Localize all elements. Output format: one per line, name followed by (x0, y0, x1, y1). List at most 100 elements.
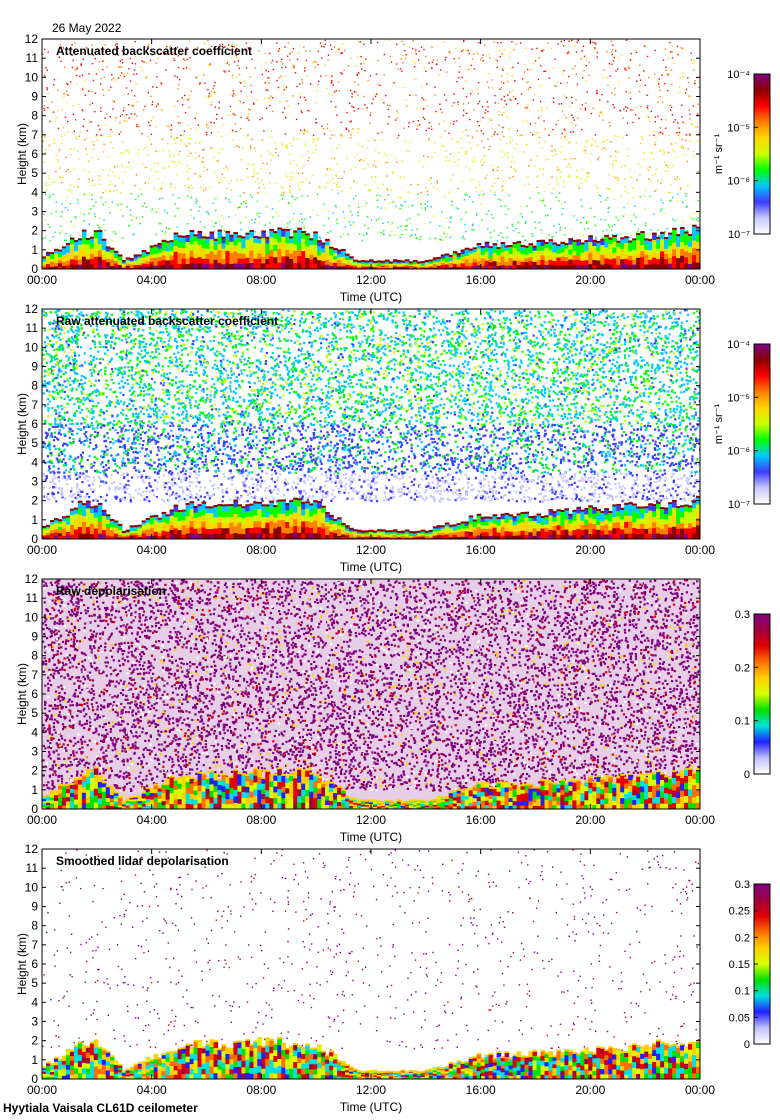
y-axis-label: Height (km) (15, 123, 29, 185)
y-tick-label: 5 (31, 706, 38, 720)
y-tick-label: 5 (31, 166, 38, 180)
x-tick-label: 04:00 (137, 543, 167, 557)
colorbar-tick-label: 10⁻⁵ (727, 392, 750, 404)
y-tick-label: 9 (31, 360, 38, 374)
panel-1: Attenuated backscatter coefficient012345… (15, 32, 771, 304)
y-axis-label: Height (km) (15, 663, 29, 725)
y-tick-label: 0 (31, 1072, 38, 1086)
x-tick-label: 00:00 (685, 273, 715, 287)
x-tick-label: 12:00 (356, 273, 386, 287)
y-tick-label: 1 (31, 513, 38, 527)
colorbar-tick-label: 0.3 (735, 609, 750, 621)
colorbar-tick-label: 10⁻⁴ (727, 69, 750, 81)
colorbar-tick-label: 10⁻⁶ (727, 446, 750, 458)
x-tick-label: 00:00 (27, 543, 57, 557)
colorbar-tick-label: 0 (744, 769, 750, 781)
instrument-label: Hyytiala Vaisala CL61D ceilometer (3, 1101, 198, 1115)
y-tick-label: 5 (31, 976, 38, 990)
x-tick-label: 04:00 (137, 1083, 167, 1097)
x-tick-label: 08:00 (246, 813, 276, 827)
x-tick-label: 00:00 (27, 273, 57, 287)
x-tick-label: 08:00 (246, 543, 276, 557)
x-tick-label: 16:00 (466, 813, 496, 827)
y-tick-label: 8 (31, 109, 38, 123)
y-tick-label: 11 (26, 861, 39, 875)
colorbar: 0 0.1 0.2 0.3 (735, 609, 771, 781)
colorbar-tick-label: 10⁻⁷ (728, 229, 750, 241)
colorbar-unit-label: m⁻¹ sr⁻¹ (713, 134, 725, 175)
x-tick-label: 04:00 (137, 813, 167, 827)
x-tick-label: 20:00 (575, 813, 605, 827)
y-tick-label: 6 (31, 417, 38, 431)
y-tick-label: 2 (31, 224, 38, 238)
panel-title: Smoothed lidar depolarisation (56, 854, 229, 868)
colorbar: 10⁻⁷ 10⁻⁶ 10⁻⁵ 10⁻⁴ m⁻¹ sr⁻¹ (713, 339, 771, 511)
x-tick-label: 08:00 (246, 1083, 276, 1097)
y-tick-label: 12 (25, 302, 39, 316)
y-tick-label: 1 (31, 243, 38, 257)
colorbar-tick-label: 0.25 (729, 906, 750, 918)
x-tick-label: 04:00 (137, 273, 167, 287)
y-tick-label: 10 (25, 70, 39, 84)
colorbar-tick-label: 10⁻⁵ (727, 122, 750, 134)
x-tick-label: 12:00 (356, 813, 386, 827)
x-tick-label: 00:00 (685, 1083, 715, 1097)
colorbar-tick-label: 0.1 (735, 986, 750, 998)
y-tick-label: 7 (31, 938, 38, 952)
colorbar-tick-label: 0.15 (729, 959, 750, 971)
x-tick-label: 12:00 (356, 543, 386, 557)
colorbar-tick-label: 0.1 (735, 716, 750, 728)
y-tick-label: 6 (31, 687, 38, 701)
y-tick-label: 4 (31, 455, 38, 469)
x-axis-label: Time (UTC) (340, 560, 402, 574)
y-tick-label: 12 (25, 32, 39, 46)
y-tick-label: 10 (25, 340, 39, 354)
x-tick-label: 20:00 (575, 273, 605, 287)
x-tick-label: 20:00 (575, 1083, 605, 1097)
y-tick-label: 11 (26, 51, 39, 65)
y-tick-label: 12 (25, 842, 39, 856)
y-tick-label: 7 (31, 128, 38, 142)
colorbar-tick-label: 0.3 (735, 879, 750, 891)
colorbar-unit-label: m⁻¹ sr⁻¹ (713, 404, 725, 445)
y-tick-label: 5 (31, 436, 38, 450)
y-tick-label: 9 (31, 90, 38, 104)
y-tick-label: 11 (26, 591, 39, 605)
x-tick-label: 00:00 (27, 813, 57, 827)
y-tick-label: 11 (26, 321, 39, 335)
x-tick-label: 12:00 (356, 1083, 386, 1097)
x-tick-label: 00:00 (685, 543, 715, 557)
heatmap-area (42, 579, 700, 809)
y-tick-label: 2 (31, 494, 38, 508)
panel-title: Attenuated backscatter coefficient (56, 44, 252, 58)
heatmap-area (42, 39, 700, 269)
y-axis-label: Height (km) (15, 393, 29, 455)
colorbar-tick-label: 10⁻⁴ (727, 339, 750, 351)
y-tick-label: 3 (31, 475, 38, 489)
y-tick-label: 4 (31, 185, 38, 199)
y-tick-label: 2 (31, 764, 38, 778)
x-tick-label: 20:00 (575, 543, 605, 557)
y-tick-label: 7 (31, 668, 38, 682)
panel-title: Raw depolarisation (56, 584, 166, 598)
heatmap-area (42, 849, 700, 1079)
heatmap-area (42, 309, 700, 539)
colorbar-tick-label: 0.2 (735, 932, 750, 944)
date-label: 26 May 2022 (52, 21, 121, 35)
colorbar: 0 0.05 0.1 0.15 0.2 0.25 0.3 (729, 879, 771, 1051)
y-tick-label: 1 (31, 1053, 38, 1067)
y-tick-label: 3 (31, 205, 38, 219)
x-tick-label: 00:00 (685, 813, 715, 827)
x-tick-label: 16:00 (466, 543, 496, 557)
y-tick-label: 6 (31, 957, 38, 971)
y-tick-label: 10 (25, 880, 39, 894)
x-tick-label: 16:00 (466, 273, 496, 287)
y-tick-label: 4 (31, 995, 38, 1009)
x-tick-label: 16:00 (466, 1083, 496, 1097)
y-tick-label: 10 (25, 610, 39, 624)
y-tick-label: 3 (31, 1015, 38, 1029)
y-tick-label: 0 (31, 262, 38, 276)
x-axis-label: Time (UTC) (340, 830, 402, 844)
